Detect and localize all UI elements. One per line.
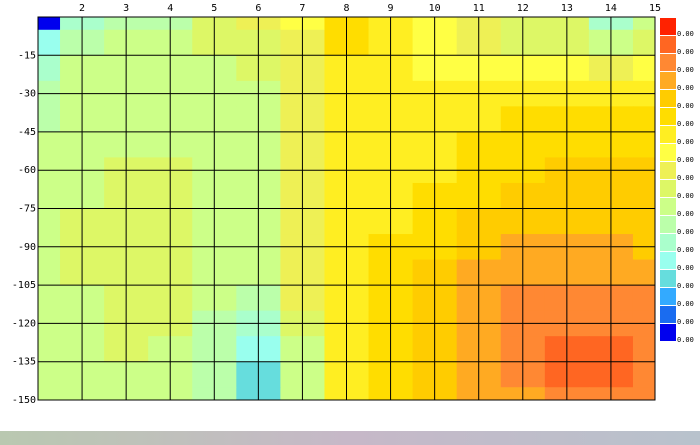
- colorbar-swatch: [660, 180, 676, 197]
- cell: [38, 208, 61, 235]
- cell: [38, 17, 61, 31]
- colorbar-swatch: [660, 288, 676, 305]
- x-tick-label: 11: [473, 3, 485, 14]
- colorbar-swatch: [660, 306, 676, 323]
- colorbar-label: 0.00: [677, 66, 694, 74]
- cell: [38, 29, 61, 56]
- colorbar-label: 0.00: [677, 318, 694, 326]
- colorbar-label: 0.00: [677, 192, 694, 200]
- cell: [38, 336, 61, 363]
- colorbar-label: 0.00: [677, 210, 694, 218]
- colorbar-label: 0.00: [677, 102, 694, 110]
- cell: [632, 182, 656, 209]
- cell: [632, 259, 656, 286]
- colorbar-swatch: [660, 36, 676, 53]
- footer-strip: [0, 431, 700, 445]
- colorbar-label: 0.00: [677, 48, 694, 56]
- y-tick-label: -120: [12, 318, 36, 329]
- cell: [632, 106, 656, 133]
- colorbar-label: 0.00: [677, 246, 694, 254]
- cell: [632, 285, 656, 312]
- colorbar-swatch: [660, 234, 676, 251]
- cell: [632, 131, 656, 158]
- colorbar-label: 0.00: [677, 336, 694, 344]
- colorbar-swatch: [660, 18, 676, 35]
- cell: [632, 387, 656, 401]
- x-tick-label: 3: [123, 3, 129, 14]
- colorbar-label: 0.00: [677, 174, 694, 182]
- y-tick-label: -90: [18, 242, 36, 253]
- cell: [632, 29, 656, 56]
- colorbar-swatch: [660, 144, 676, 161]
- cell: [632, 55, 656, 82]
- colorbar-swatch: [660, 126, 676, 143]
- x-tick-label: 12: [517, 3, 529, 14]
- colorbar-label: 0.00: [677, 228, 694, 236]
- x-tick-label: 13: [561, 3, 573, 14]
- y-tick-label: -15: [18, 50, 36, 61]
- cell: [38, 361, 61, 388]
- colorbar-label: 0.00: [677, 84, 694, 92]
- y-tick-label: -150: [12, 395, 36, 406]
- colorbar-label: 0.00: [677, 120, 694, 128]
- cell: [38, 259, 61, 286]
- x-tick-label: 15: [649, 3, 661, 14]
- y-tick-label: -135: [12, 357, 36, 368]
- colorbar-label: 0.00: [677, 156, 694, 164]
- cell: [632, 17, 656, 31]
- colorbar-swatch: [660, 90, 676, 107]
- colorbar-swatch: [660, 108, 676, 125]
- colorbar-swatch: [660, 252, 676, 269]
- colorbar-label: 0.00: [677, 30, 694, 38]
- y-tick-label: -75: [18, 204, 36, 215]
- colorbar-label: 0.00: [677, 300, 694, 308]
- cell: [38, 387, 61, 401]
- colorbar-label: 0.00: [677, 264, 694, 272]
- cell: [632, 336, 656, 363]
- colorbar-label: 0.00: [677, 138, 694, 146]
- x-tick-label: 14: [605, 3, 617, 14]
- cell: [38, 285, 61, 312]
- colorbar-swatch: [660, 216, 676, 233]
- colorbar-swatch: [660, 198, 676, 215]
- y-tick-label: -60: [18, 165, 36, 176]
- x-tick-label: 4: [167, 3, 173, 14]
- cell: [38, 131, 61, 158]
- cell: [38, 55, 61, 82]
- colorbar-label: 0.00: [677, 282, 694, 290]
- plot-frame: [37, 16, 656, 401]
- x-tick-label: 5: [211, 3, 217, 14]
- cell: [632, 208, 656, 235]
- x-tick-label: 8: [343, 3, 349, 14]
- x-tick-label: 9: [388, 3, 394, 14]
- cell: [38, 182, 61, 209]
- x-tick-label: 7: [299, 3, 305, 14]
- y-tick-label: -30: [18, 89, 36, 100]
- cell: [38, 106, 61, 133]
- colorbar-swatch: [660, 324, 676, 341]
- colorbar-swatch: [660, 54, 676, 71]
- x-tick-label: 6: [255, 3, 261, 14]
- cell: [632, 361, 656, 388]
- y-tick-label: -105: [12, 280, 36, 291]
- x-tick-label: 2: [79, 3, 85, 14]
- colorbar-swatch: [660, 162, 676, 179]
- colorbar-swatch: [660, 270, 676, 287]
- y-tick-label: -45: [18, 127, 36, 138]
- x-tick-label: 10: [429, 3, 441, 14]
- colorbar-swatch: [660, 72, 676, 89]
